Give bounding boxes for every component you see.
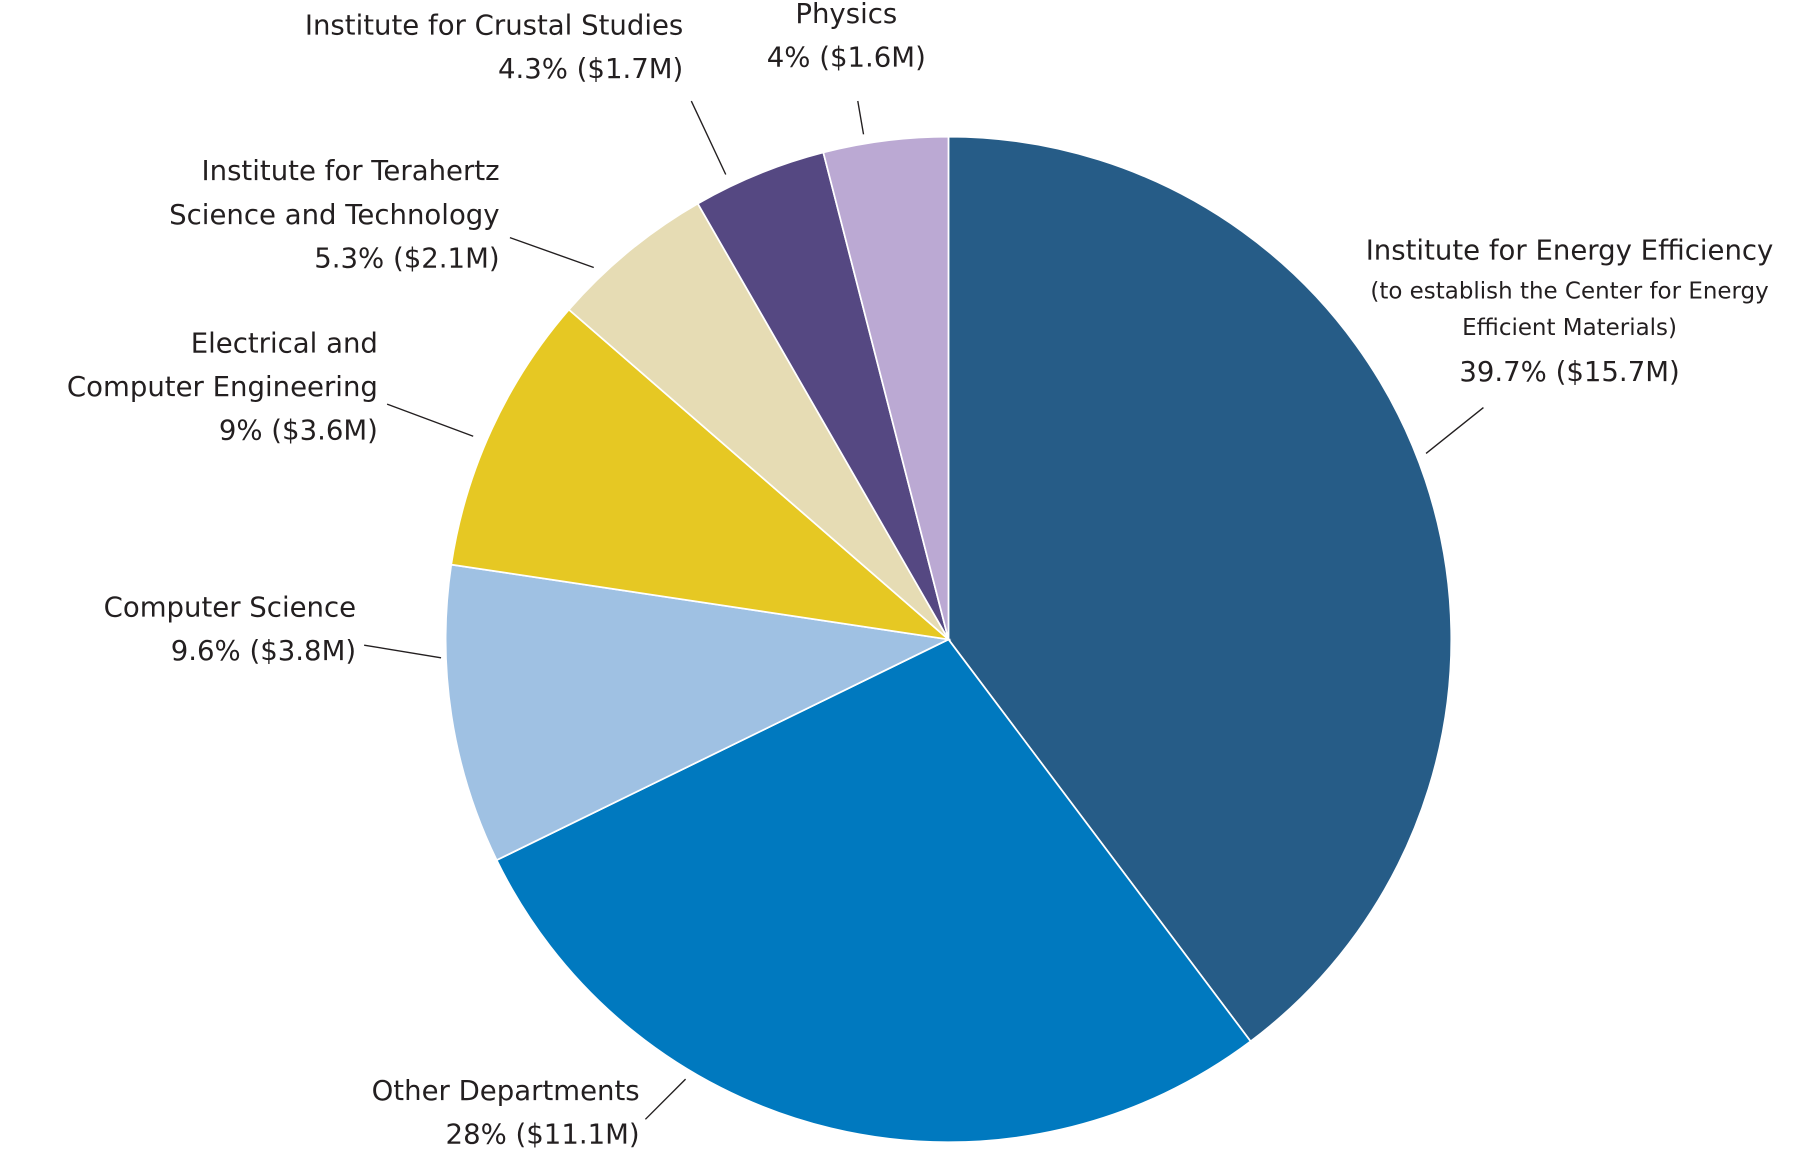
value-label: 9.6% ($3.8M): [171, 635, 356, 667]
value-label: 4.3% ($1.7M): [498, 53, 683, 85]
plot: Institute for Energy Efficiency (to estab…: [67, 0, 1773, 1150]
leader-line: [857, 100, 865, 135]
value-label: 5.3% ($2.1M): [314, 242, 499, 274]
leader-line: [364, 644, 442, 659]
value-label: 39.7% ($15.7M): [1459, 356, 1679, 388]
slice-label: Electrical and Computer Engineering: [67, 327, 378, 403]
leader-line: [509, 236, 594, 269]
leader-line: [690, 100, 727, 175]
slice-note: (to establish the Center for Energy Effic…: [1370, 278, 1768, 341]
pie-slice: [450, 308, 952, 641]
pie-slice: [444, 563, 952, 862]
value-label: 9% ($3.6M): [219, 415, 378, 447]
slice-label: Physics: [795, 0, 897, 30]
pie-slice: [567, 202, 950, 641]
slice-label: Institute for Crustal Studies: [305, 9, 683, 41]
leader-line: [386, 403, 474, 437]
pie-slice: [947, 135, 1453, 1043]
value-label: 28% ($11.1M): [446, 1118, 640, 1150]
pie-slice: [495, 638, 1252, 1144]
slice-label: Other Departments: [372, 1075, 640, 1107]
slice-label: Institute for Energy Efficiency: [1366, 234, 1774, 266]
leader-line: [644, 1078, 687, 1120]
value-label: 4% ($1.6M): [767, 42, 926, 74]
pie-slice: [822, 135, 950, 640]
leader-line: [1425, 407, 1484, 454]
slice-label: Institute for Terahertz Science and Techn…: [169, 155, 499, 231]
slice-label: Computer Science: [104, 591, 356, 623]
